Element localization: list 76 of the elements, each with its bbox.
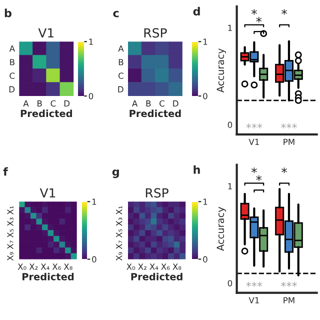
y-tick-label: A [118,45,124,52]
color-bar-label: 1 [92,198,96,205]
x-tick-label: B [146,100,151,106]
x-tick-label: X₀ [126,264,136,270]
x-tick-label: X₈ [172,264,182,270]
chart-title: V1 [38,28,54,38]
y-tick-label: X₉ [7,252,14,261]
annotation: *** [246,282,262,287]
annotation: * [282,9,288,15]
annotation: *** [280,282,297,287]
color-bar-label: 0 [88,92,94,100]
y-axis-title: Accuracy [216,206,226,251]
color-bar-label: 1 [203,38,208,45]
y-tick-label: X₇ [116,240,122,250]
text: d [193,6,200,16]
color-bar-label: 0 [203,256,208,262]
x-tick-label: C [160,100,164,107]
y-tick-label: B [118,59,124,66]
text: f [3,167,8,176]
x-axis-title: Predicted [20,110,72,118]
text: b [4,8,12,18]
x-axis-title: Predicted [131,272,182,280]
chart-title: RSP [146,188,168,198]
annotation: * [251,167,257,174]
y-tick-label: X₃ [116,218,122,226]
y-axis-title: Accuracy [216,48,226,93]
annotation: * [256,16,262,23]
color-bar-label: 0 [203,92,208,100]
color-bar-label: 1 [203,198,208,205]
x-tick-label: X₄ [40,264,50,270]
x-tick-label: D [173,100,178,106]
y-tick-label: C [10,72,15,79]
x-axis-title: Predicted [22,272,74,280]
y-tick-label: X₁ [116,206,122,215]
x-tick-label: X₆ [161,264,170,270]
y-tick-label: X₃ [7,218,14,226]
y-tick-label: D [118,86,124,92]
annotation: *** [246,123,262,128]
y-tick-label: D [9,86,15,92]
x-axis-title: Predicted [130,110,181,118]
text: h [194,165,200,174]
annotation: * [282,167,288,174]
y-tick-label: C [118,72,124,79]
y-tick-label: 0 [228,280,232,286]
x-tick-label: PM [284,297,294,304]
y-tick-label: A [9,45,15,52]
x-tick-label: B [38,100,42,106]
x-tick-label: X₆ [52,264,61,270]
color-bar-label: 0 [92,256,96,262]
x-tick-label: C [50,100,56,107]
text: c [113,10,119,18]
y-tick-label: 1 [228,183,232,190]
y-tick-label: X₁ [7,206,14,215]
x-tick-label: X₂ [138,264,146,270]
x-tick-label: X₄ [150,264,158,270]
x-tick-label: X₂ [29,264,38,270]
x-tick-label: D [64,100,70,106]
x-tick-label: X₀ [18,264,26,270]
chart-title: RSP [144,28,167,38]
x-tick-label: A [132,100,138,106]
color-bar-label: 1 [89,38,93,45]
y-tick-label: X₅ [116,229,122,238]
annotation: * [251,9,257,15]
x-tick-label: PM [284,138,294,145]
chart-title: V1 [40,188,56,198]
y-tick-label: X₇ [7,240,14,250]
annotation: *** [280,123,297,128]
text: g [112,169,119,178]
y-tick-label: 1 [228,24,232,31]
y-tick-label: B [10,59,14,66]
y-tick-label: X₉ [116,252,122,261]
y-tick-label: X₅ [7,229,14,238]
annotation: * [256,175,262,181]
x-tick-label: A [23,100,29,106]
y-tick-label: 0 [228,122,232,128]
x-tick-label: X₈ [64,264,72,270]
